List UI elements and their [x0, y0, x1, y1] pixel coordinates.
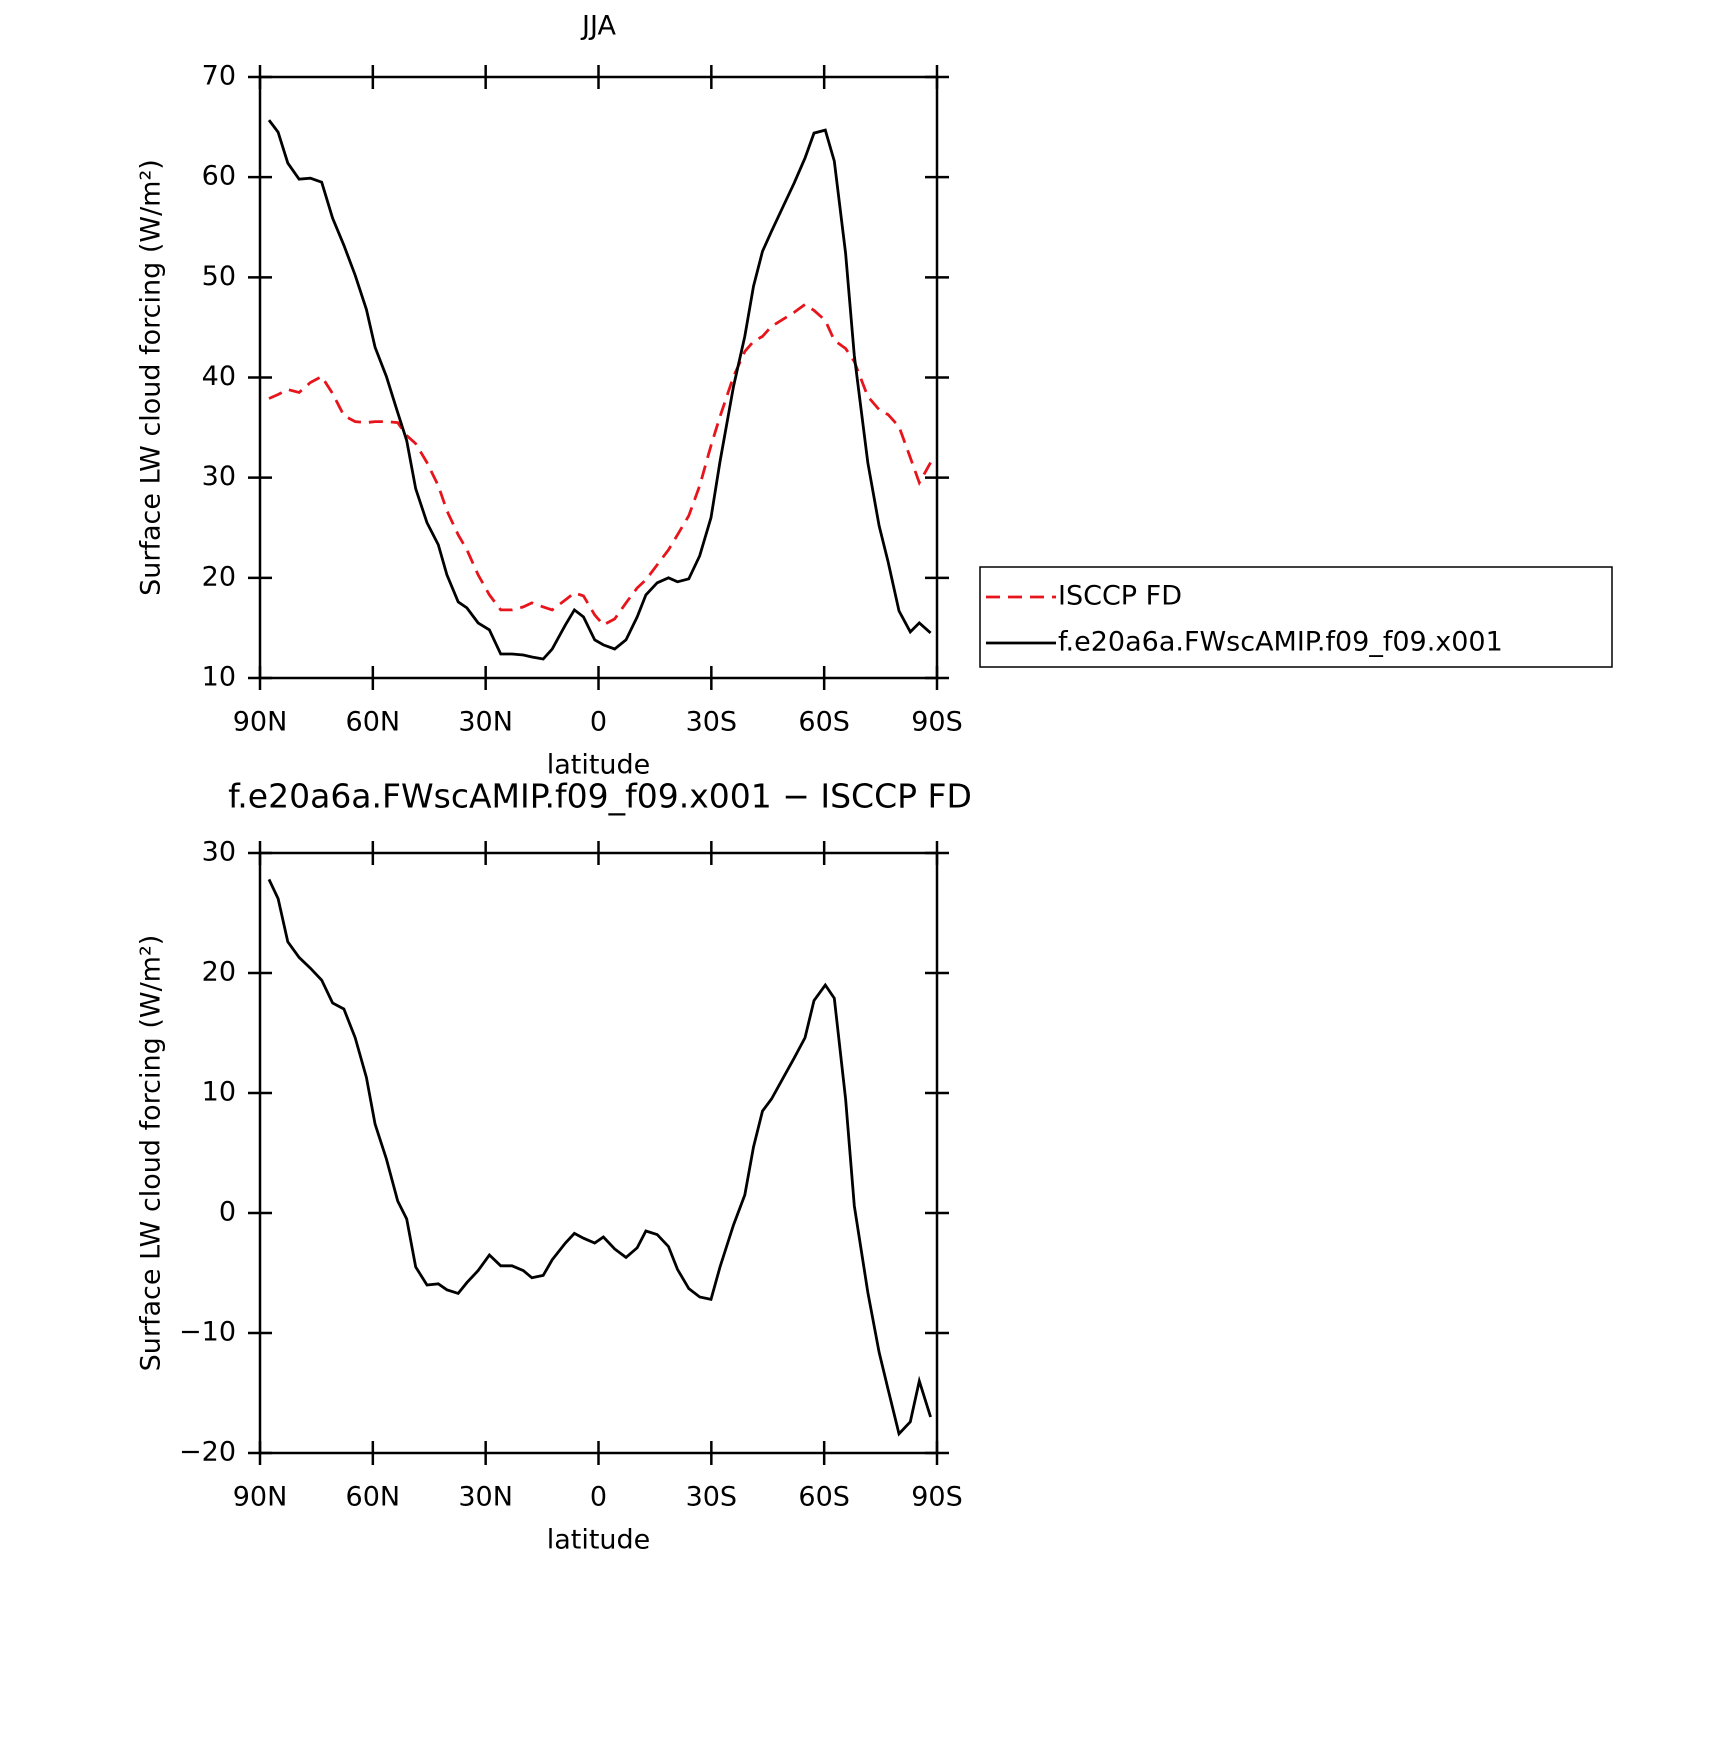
x-tick-label: 90N: [233, 1482, 288, 1513]
x-tick-label: 30S: [686, 707, 738, 738]
x-axis-label: latitude: [547, 1525, 651, 1556]
plot-frame: [258, 851, 939, 1455]
x-axis-label: latitude: [547, 750, 651, 781]
y-tick-label: 20: [202, 957, 236, 988]
x-tick-label: 30S: [686, 1482, 738, 1513]
y-tick-label: −10: [179, 1317, 236, 1348]
y-tick-label: 10: [202, 662, 236, 693]
y-tick-label: 20: [202, 561, 236, 592]
chart-title: JJA: [580, 11, 616, 42]
x-tick-label: 60S: [798, 1482, 850, 1513]
x-tick-label: 30N: [458, 1482, 513, 1513]
y-tick-label: 60: [202, 161, 236, 192]
x-tick-label: 60S: [798, 707, 850, 738]
x-tick-label: 30N: [458, 707, 513, 738]
y-tick-label: −20: [179, 1437, 236, 1468]
series-line: [267, 119, 932, 661]
x-tick-label: 60N: [346, 1482, 401, 1513]
y-axis-label: Surface LW cloud forcing (W/m²): [136, 935, 167, 1372]
x-tick-label: 60N: [346, 707, 401, 738]
y-tick-label: 70: [202, 61, 236, 92]
y-axis-label: Surface LW cloud forcing (W/m²): [136, 159, 167, 596]
y-tick-label: 30: [202, 837, 236, 868]
x-tick-label: 0: [590, 707, 607, 738]
y-tick-label: 0: [219, 1197, 236, 1228]
x-tick-label: 90N: [233, 707, 288, 738]
x-tick-label: 0: [590, 1482, 607, 1513]
series-line: [268, 302, 932, 627]
chart-title: f.e20a6a.FWscAMIP.f09_f09.x001 − ISCCP F…: [228, 777, 972, 816]
legend-box: [979, 566, 1613, 668]
x-tick-label: 90S: [911, 1482, 963, 1513]
y-tick-label: 50: [202, 261, 236, 292]
difference-line: [267, 878, 932, 1437]
y-tick-label: 30: [202, 461, 236, 492]
y-tick-label: 40: [202, 361, 236, 392]
legend-label: ISCCP FD: [1058, 581, 1182, 612]
legend-label: f.e20a6a.FWscAMIP.f09_f09.x001: [1058, 627, 1503, 658]
x-tick-label: 90S: [911, 707, 963, 738]
y-tick-label: 10: [202, 1077, 236, 1108]
